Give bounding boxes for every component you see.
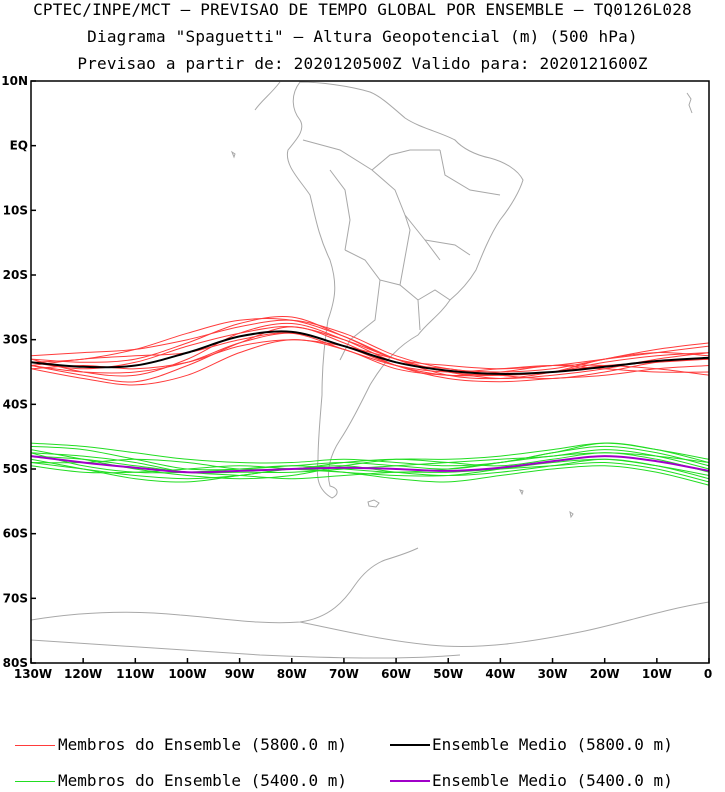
y-tick-label: 30S <box>3 333 28 347</box>
series-line-members-5800-4 <box>31 326 709 380</box>
series-line-members-5800-9 <box>31 332 709 376</box>
x-tick-label: 100W <box>168 667 206 681</box>
legend-swatch-mean-5800 <box>390 744 430 746</box>
y-tick-label: 10S <box>3 203 28 217</box>
x-tick-label: 50W <box>433 667 463 681</box>
legend-swatch-members-5400 <box>15 781 55 782</box>
y-tick-label: 10N <box>1 74 28 88</box>
legend-swatch-members-5800 <box>15 745 55 746</box>
x-tick-label: 80W <box>277 667 307 681</box>
x-tick-label: 30W <box>538 667 568 681</box>
legend-label-members-5800: Membros do Ensemble (5800.0 m) <box>58 735 347 754</box>
y-tick-label: 80S <box>3 656 28 670</box>
chart-title-line1: CPTEC/INPE/MCT – PREVISAO DE TEMPO GLOBA… <box>33 0 692 19</box>
x-tick-label: 40W <box>485 667 515 681</box>
x-tick-label: 20W <box>590 667 620 681</box>
legend-label-members-5400: Membros do Ensemble (5400.0 m) <box>58 771 347 790</box>
series-line-members-5800-7 <box>31 339 709 376</box>
x-tick-label: 0 <box>704 667 712 681</box>
y-tick-label: 50S <box>3 462 28 476</box>
x-tick-label: 60W <box>381 667 411 681</box>
chart-title-line3: Previsao a partir de: 2020120500Z Valido… <box>77 54 648 73</box>
series-line-members-5800-3 <box>31 339 709 386</box>
chart-title-line2: Diagrama "Spaguetti" – Altura Geopotenci… <box>87 27 638 46</box>
series-line-members-5800-5 <box>31 332 709 373</box>
plot-frame <box>30 80 710 664</box>
x-tick-label: 70W <box>329 667 359 681</box>
series-line-members-5800-6 <box>31 322 709 380</box>
y-tick-label: 20S <box>3 268 28 282</box>
legend-swatch-mean-5400 <box>390 780 430 782</box>
series-line-members-5800-8 <box>31 317 709 380</box>
x-tick-label: 110W <box>116 667 154 681</box>
x-tick-label: 10W <box>642 667 672 681</box>
y-tick-label: 70S <box>3 591 28 605</box>
series-line-members-5400-11 <box>31 462 709 486</box>
y-tick-label: EQ <box>10 139 28 153</box>
legend-label-mean-5400: Ensemble Medio (5400.0 m) <box>432 771 673 790</box>
x-tick-label: 90W <box>225 667 255 681</box>
series-line-members-5400-16 <box>31 442 709 480</box>
y-tick-label: 40S <box>3 397 28 411</box>
series-line-mean-5400-21 <box>31 455 709 474</box>
series-line-members-5400-17 <box>31 455 709 483</box>
series-line-members-5400-19 <box>31 452 709 474</box>
series-line-members-5800-2 <box>31 319 709 373</box>
coastline-map <box>31 81 709 659</box>
x-tick-label: 130W <box>14 667 52 681</box>
legend-label-mean-5800: Ensemble Medio (5800.0 m) <box>432 735 673 754</box>
series-line-mean-5800-20 <box>31 330 709 375</box>
y-tick-label: 60S <box>3 527 28 541</box>
x-tick-label: 120W <box>64 667 102 681</box>
